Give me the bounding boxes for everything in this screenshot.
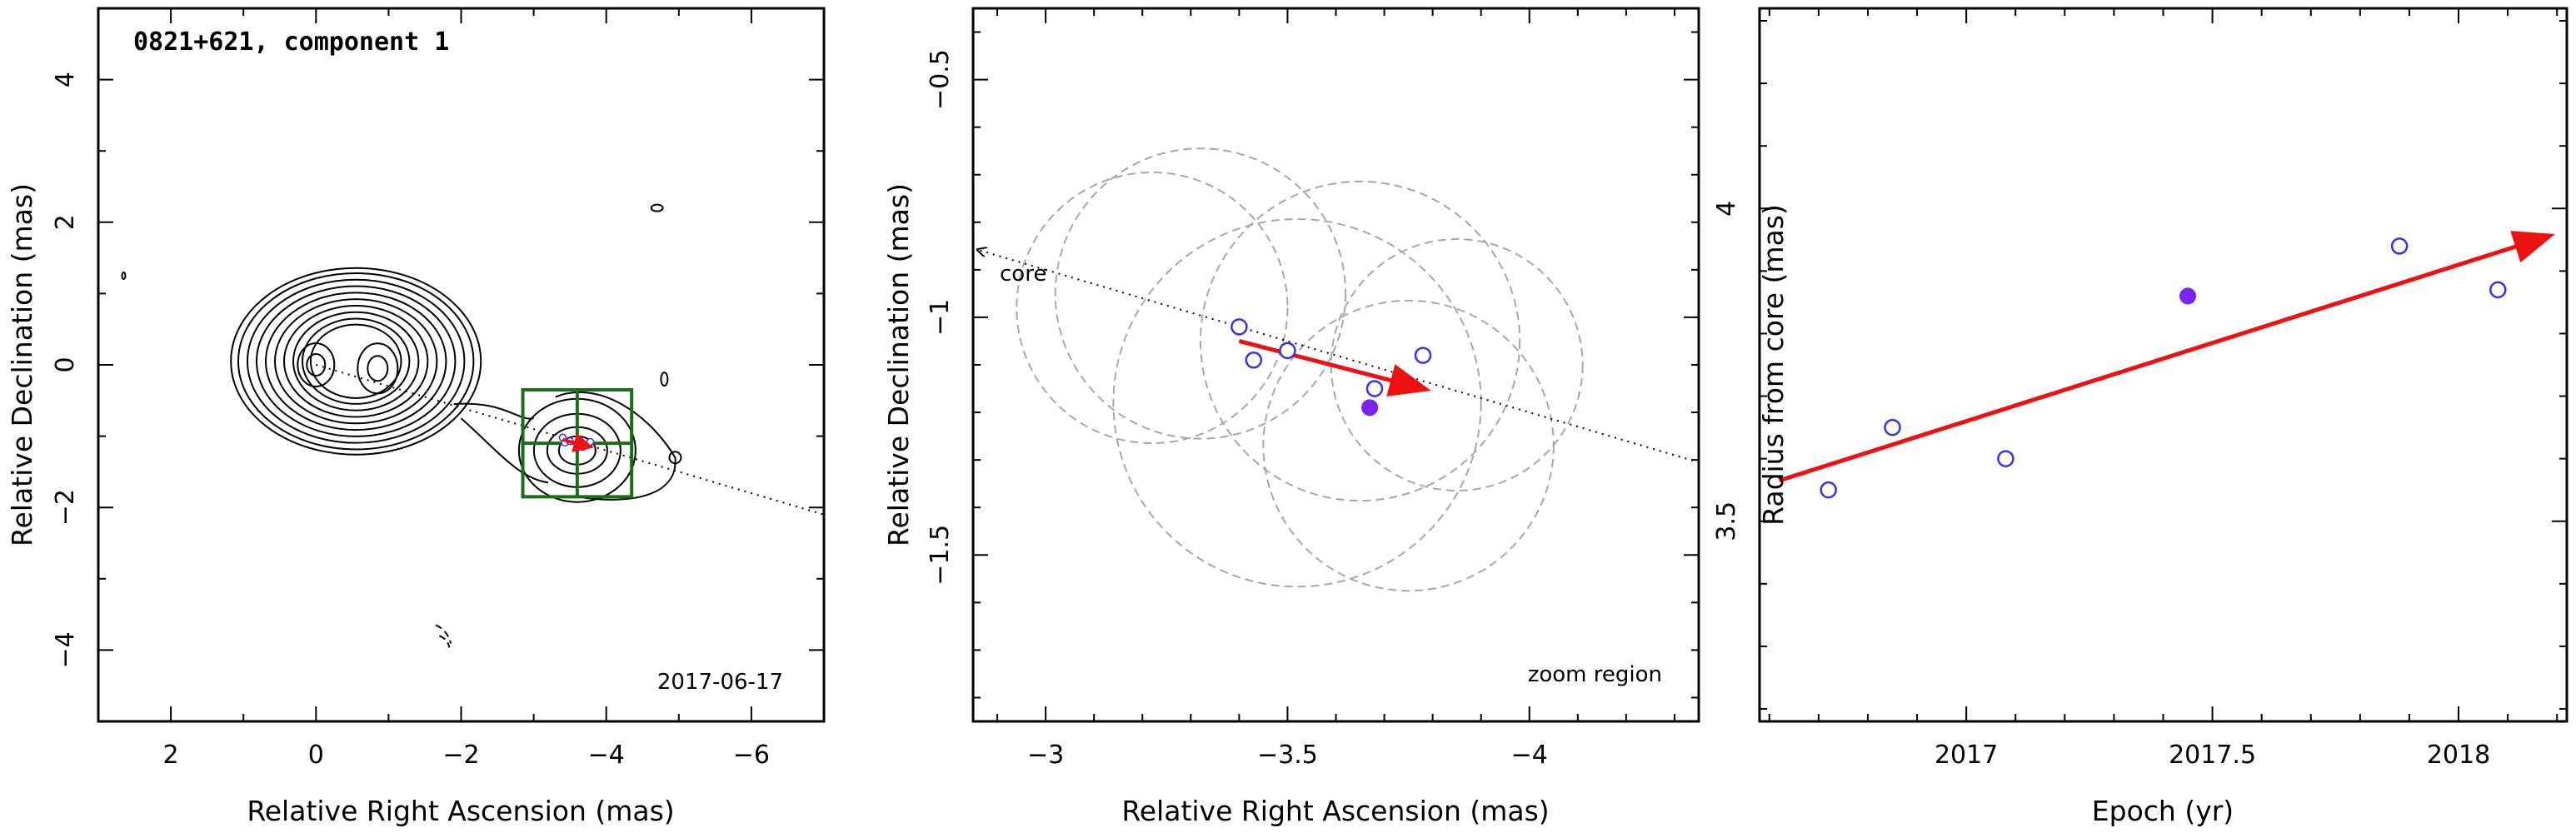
contour-ring — [309, 323, 402, 399]
contour-island — [650, 203, 664, 212]
component-point — [1414, 347, 1432, 364]
y-tick-label: −0.5 — [926, 49, 955, 110]
axis-ticks: 2 0 −2 −4 −6 −4 −2 0 2 4 — [51, 7, 825, 770]
radius-points — [1820, 237, 2507, 499]
component-points — [1231, 318, 1432, 416]
y-tick-label: 4 — [1712, 201, 1741, 217]
panel-zoom-region: −3 −3.5 −4 −0.5 −1 −1.5 core zoom region Rela… — [882, 7, 1700, 827]
y-tick-label: −4 — [51, 631, 80, 668]
contour-outer — [555, 392, 676, 501]
x-tick-label: −4 — [1511, 741, 1548, 770]
error-circle — [1262, 299, 1555, 592]
current-epoch-point — [1361, 399, 1379, 416]
error-circle — [1016, 171, 1289, 445]
plot-frame — [97, 7, 826, 723]
motion-arrow-small — [562, 432, 594, 453]
y-axis-label: Radius from core (mas) — [1757, 204, 1790, 526]
axis-ticks: 2017 2017.5 2018 3.5 4 — [1712, 8, 2567, 770]
x-tick-label: 2 — [163, 741, 179, 770]
motion-arrow — [1238, 339, 1431, 397]
contour-peak — [297, 342, 336, 387]
contour-island — [668, 451, 682, 465]
radius-point — [1820, 481, 1837, 499]
contour-ring — [292, 311, 420, 412]
contour-ring — [302, 317, 411, 405]
error-circle — [1112, 218, 1482, 588]
plot-frame — [1758, 7, 2569, 723]
x-tick-label: 2017.5 — [2169, 741, 2256, 770]
component-point — [1365, 380, 1384, 397]
contour-ring — [237, 272, 475, 451]
axis-ticks: −3 −3.5 −4 −0.5 −1 −1.5 — [926, 8, 1699, 770]
y-tick-label: −1 — [926, 299, 955, 336]
y-tick-label: 4 — [51, 72, 80, 87]
zoom-region-label: zoom region — [1528, 662, 1662, 687]
y-tick-label: 2 — [51, 214, 80, 230]
x-tick-label: 2018 — [2427, 741, 2490, 770]
contour-ring — [265, 292, 447, 431]
component-point — [1231, 318, 1248, 336]
trajectory-line — [1045, 268, 1699, 463]
contour-island — [121, 272, 127, 280]
contour-plot-area — [121, 203, 824, 648]
contour-peak — [357, 342, 399, 395]
error-circle — [1199, 180, 1521, 502]
radius-point — [2489, 281, 2507, 299]
component-point — [1245, 352, 1263, 369]
radius-point — [2390, 237, 2409, 255]
y-tick-label: 3.5 — [1712, 501, 1741, 541]
fit-arrow — [1778, 231, 2555, 483]
contour-jet — [453, 402, 534, 420]
x-tick-label: −6 — [733, 741, 770, 770]
contour-negative — [435, 624, 452, 644]
x-tick-label: 0 — [308, 741, 324, 770]
panel-radius-vs-epoch: 2017 2017.5 2018 3.5 4 Epoch (yr) Radius fro… — [1712, 7, 2569, 827]
x-tick-label: −2 — [442, 741, 479, 770]
error-circle — [1330, 238, 1584, 491]
contour-ring — [230, 267, 482, 456]
x-tick-label: −3.5 — [1257, 741, 1318, 770]
trajectory-line — [316, 364, 824, 516]
error-circles — [1016, 147, 1584, 592]
plot-title: 0821+621, component 1 — [133, 27, 449, 57]
x-axis-label: Epoch (yr) — [2092, 795, 2234, 827]
radius-point — [1997, 450, 2014, 467]
contour-ring — [274, 298, 438, 425]
panel-contour-map: 2 0 −2 −4 −6 −4 −2 0 2 4 0821+621, component 1 20… — [6, 7, 826, 827]
radius-plot-area — [1778, 231, 2555, 499]
y-tick-label: −2 — [51, 489, 80, 526]
y-axis-label: Relative Declination (mas) — [882, 183, 915, 546]
y-axis-label: Relative Declination (mas) — [6, 183, 38, 546]
zoom-plot-area — [978, 147, 1699, 592]
contour-ring — [283, 304, 429, 418]
x-tick-label: −3 — [1027, 741, 1064, 770]
y-tick-label: −1.5 — [926, 525, 955, 586]
core-label: core — [1000, 262, 1046, 287]
contour-peak — [306, 353, 327, 377]
component-point — [1279, 342, 1296, 360]
contour-ring — [256, 285, 457, 437]
contour-jet — [460, 417, 549, 484]
contour-lines — [121, 203, 682, 648]
x-axis-label: Relative Right Ascension (mas) — [1121, 795, 1549, 827]
y-tick-label: 0 — [51, 357, 80, 372]
component-point — [586, 437, 595, 446]
radius-point — [1884, 418, 1901, 436]
error-circle — [1054, 147, 1347, 440]
contour-island — [660, 372, 669, 387]
x-axis-label: Relative Right Ascension (mas) — [247, 795, 674, 827]
x-tick-label: 2017 — [1934, 741, 1998, 770]
epoch-label: 2017-06-17 — [657, 670, 783, 695]
contour-ring — [247, 278, 466, 444]
current-epoch-point — [2179, 287, 2197, 305]
x-tick-label: −4 — [588, 741, 625, 770]
contour-peak — [367, 355, 389, 382]
contour-negative — [438, 635, 451, 648]
